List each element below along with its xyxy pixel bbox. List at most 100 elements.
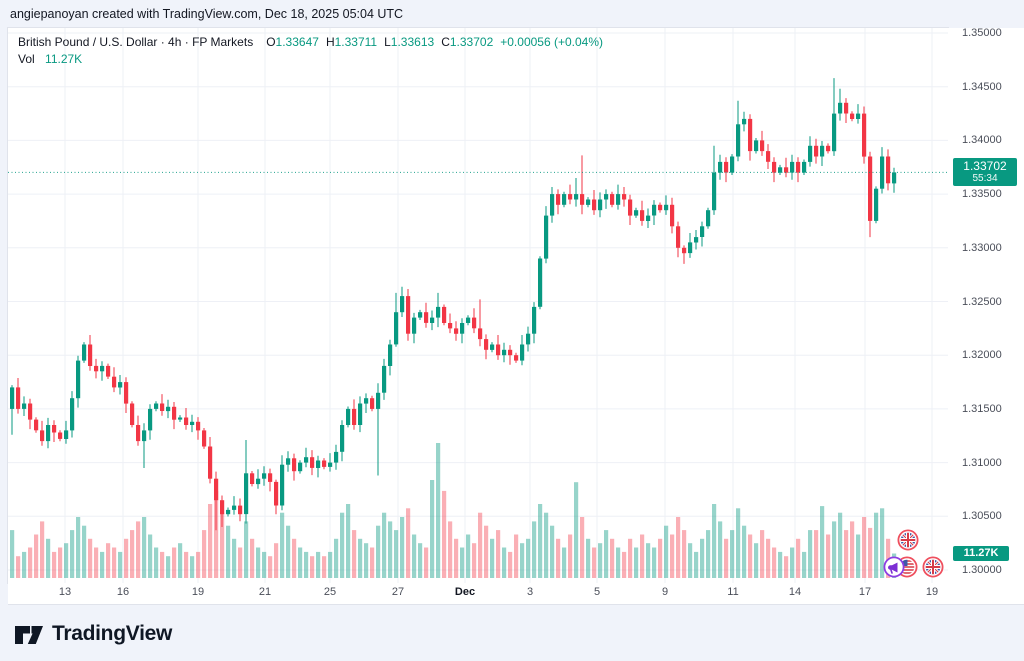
volume-bar [196,551,201,578]
candle-body [328,462,333,467]
volume-bar [370,547,375,578]
time-tick-label: 3 [526,586,534,598]
candle-body [346,408,351,425]
symbol-title[interactable]: British Pound / U.S. Dollar · 4h · FP Ma… [18,35,254,49]
low-value: 1.33613 [390,35,435,49]
candle-body [502,349,507,356]
candle-body [652,204,657,216]
uk-flag-icon[interactable] [897,529,919,551]
volume-bar [334,538,339,578]
chart-pane[interactable]: British Pound / U.S. Dollar · 4h · FP Ma… [7,27,949,584]
volume-bar [484,525,489,578]
candle-body [412,317,417,334]
volume-bar [718,521,723,578]
volume-bar [544,512,549,578]
change-value: +0.00056 (+0.04%) [500,35,603,49]
volume-bar [688,543,693,578]
volume-bar [880,508,885,578]
time-tick-label: 25 [323,586,337,598]
volume-bar [742,525,747,578]
time-axis[interactable]: 13 16 19 21 25 27 Dec 3 5 9 11 14 17 19 [8,583,948,604]
candle-body [304,457,309,463]
volume-bar [730,530,735,578]
volume-bar [442,490,447,578]
volume-bar [34,534,39,578]
volume-bar [184,551,189,578]
volume-bar [472,543,477,578]
candle-body [694,237,699,243]
volume-bar [550,525,555,578]
volume-bar [424,547,429,578]
volume-bar [148,534,153,578]
volume-bar [820,506,825,578]
volume-bar [358,538,363,578]
candle-body [214,478,219,501]
tradingview-logo[interactable]: TradingView [14,619,172,649]
candle-body [280,464,285,506]
gridlines [8,28,948,583]
candle-body [496,344,501,356]
uk-flag-icon[interactable] [922,556,944,578]
volume-bar [604,530,609,578]
volume-bar [664,525,669,578]
candle-body [682,247,687,254]
volume-bar [856,534,861,578]
candle-body [46,425,51,442]
candle-body [556,194,561,205]
time-tick-label: 14 [788,586,802,598]
volume-label[interactable]: Vol [18,52,35,66]
volume-bar [352,530,357,578]
candle-body [88,344,93,366]
volume-bar [712,504,717,578]
economic-event-icon[interactable] [883,556,905,578]
volume-bar [682,530,687,578]
candle-body [100,365,105,372]
volume-bar [298,547,303,578]
volume-bar [496,530,501,578]
volume-bar [640,534,645,578]
volume-bar [574,482,579,578]
volume-bar [622,551,627,578]
time-tick-label: 17 [858,586,872,598]
candle-body [658,204,663,211]
candle-body [754,140,759,152]
candle-body [184,417,189,425]
volume-bar [532,521,537,578]
volume-bar [754,543,759,578]
price-axis[interactable]: 1.35000 1.34500 1.34000 1.33500 1.33000 1.325… [948,27,1024,605]
candle-body [292,458,297,472]
candle-body [478,328,483,340]
volume-bar [520,543,525,578]
candle-body [790,161,795,173]
candle-body [712,172,717,211]
candle-body [10,387,15,409]
candle-body [826,145,831,152]
candle-body [154,403,159,409]
price-tick-label: 1.34500 [962,80,1002,93]
attribution-text: angiepanoyan created with TradingView.co… [10,7,404,21]
volume-bar [790,547,795,578]
price-tick-label: 1.31500 [962,402,1002,415]
candle-body [598,199,603,211]
volume-bar [292,538,297,578]
candle-body [82,344,87,361]
volume-bar [874,512,879,578]
last-price-badge: 1.33702 55:34 [953,158,1017,187]
candle-body [376,392,381,409]
candle-body [322,460,327,467]
candle-body [388,344,393,366]
candle-body [664,204,669,211]
volume-bar [106,543,111,578]
close-value: 1.33702 [449,35,494,49]
time-tick-label: 9 [661,586,669,598]
volume-bar [826,534,831,578]
chart-legend: British Pound / U.S. Dollar · 4h · FP Ma… [18,34,603,68]
volume-bar [514,534,519,578]
volume-bar [280,512,285,578]
volume-bar [832,521,837,578]
candle-body [856,113,861,119]
candle-body [604,194,609,200]
price-tick-label: 1.34000 [962,134,1002,147]
volume-bar [316,551,321,578]
candle-body [250,473,255,484]
